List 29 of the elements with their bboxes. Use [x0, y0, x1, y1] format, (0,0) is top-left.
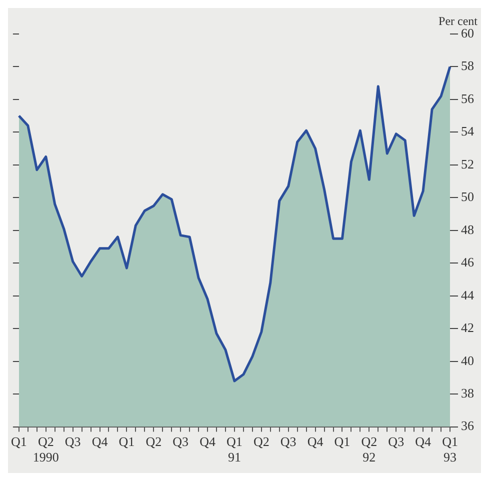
y-tick-label: 58: [461, 58, 474, 74]
x-tick-label: Q4: [307, 434, 324, 450]
y-tick-label: 44: [461, 287, 474, 302]
x-tick-label: Q2 1990: [32, 434, 59, 465]
x-tick-label: Q1 93: [442, 434, 458, 465]
y-tick-label: 48: [461, 222, 474, 237]
x-tick-label: Q3: [64, 434, 81, 450]
x-tick-label: Q4: [415, 434, 432, 450]
x-tick-label: Q4: [92, 434, 108, 450]
x-tick-label: Q4: [200, 434, 216, 450]
x-tick-label: Q3: [280, 434, 296, 450]
x-tick-label: Q2 92: [361, 434, 378, 465]
x-tick-label: Q1: [334, 434, 350, 450]
y-tick-label: 56: [461, 90, 474, 106]
y-tick-label: 36: [461, 418, 474, 434]
y-tick-label: 40: [461, 352, 474, 368]
y-tick-label: 50: [461, 189, 474, 204]
y-tick-label: 52: [461, 156, 474, 172]
x-tick-label: Q1 91: [226, 434, 242, 465]
x-tick-label: Q2: [146, 434, 162, 450]
y-tick-label: 46: [461, 254, 474, 270]
x-tick-label: Q1: [118, 434, 135, 450]
x-tick-label: Q3: [172, 434, 189, 450]
y-tick-label: 54: [461, 124, 474, 139]
x-tick-label: Q3: [388, 434, 404, 450]
y-tick-label: 38: [461, 385, 474, 400]
y-tick-label: 42: [461, 320, 474, 336]
x-tick-label: Q2: [253, 434, 270, 450]
x-tick-label: Q1: [11, 434, 27, 450]
